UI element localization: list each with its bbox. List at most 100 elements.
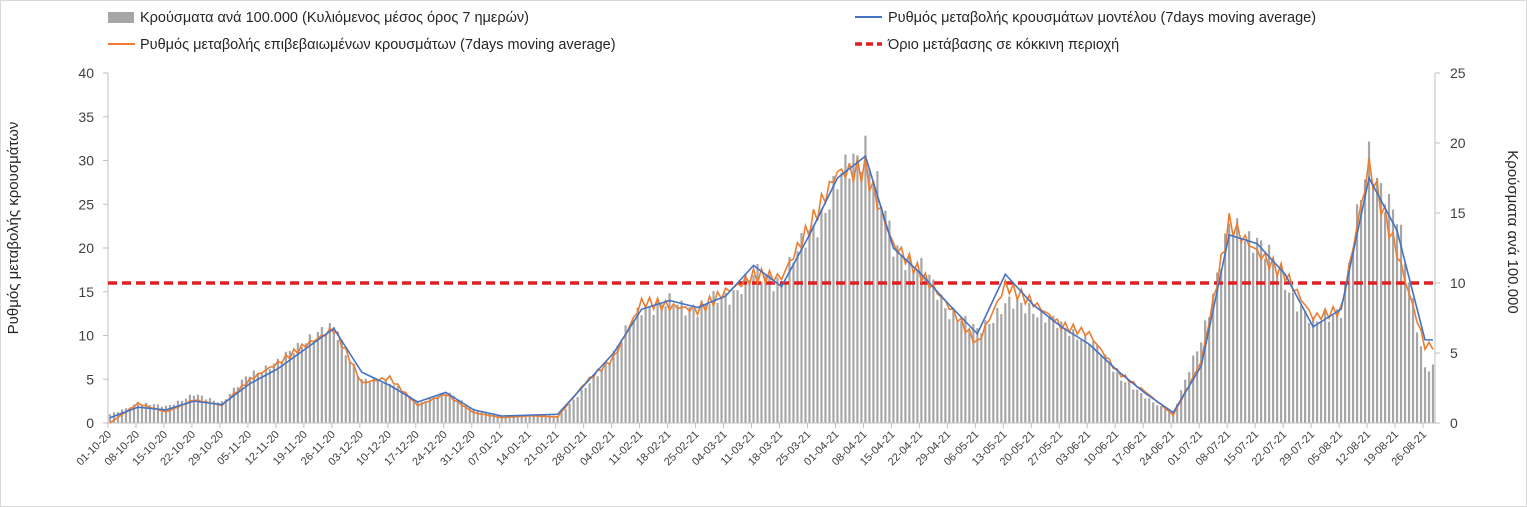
daily-bar (1347, 262, 1351, 423)
daily-bar (140, 404, 144, 423)
daily-bar (792, 262, 795, 423)
y-right-tick-label: 20 (1450, 135, 1466, 151)
daily-bar (572, 399, 575, 423)
daily-bar (600, 368, 603, 423)
y-left-tick-label: 30 (78, 153, 94, 169)
y-right-tick-label: 25 (1450, 65, 1466, 81)
daily-bar (1172, 412, 1175, 423)
daily-bar (404, 392, 407, 423)
daily-bar (1224, 233, 1227, 423)
daily-bar (1244, 241, 1247, 423)
daily-bar (1068, 335, 1071, 423)
daily-bar (408, 395, 411, 423)
daily-bar (1108, 363, 1111, 423)
y-axis-right-ticks: 0 5 10 15 20 25 (1435, 65, 1466, 431)
y-left-tick-label: 5 (86, 371, 94, 387)
daily-bar (400, 392, 403, 423)
daily-bar (948, 319, 951, 423)
daily-bar (1407, 282, 1411, 423)
daily-bar (1355, 204, 1359, 423)
daily-bar (716, 303, 719, 423)
daily-bar (312, 340, 315, 423)
daily-bar (564, 409, 567, 423)
daily-bar (540, 415, 543, 423)
daily-bar (1060, 321, 1063, 423)
daily-bar (1391, 209, 1395, 423)
daily-bar (108, 414, 112, 423)
y-axis-left-title: Ρυθμός μεταβολής κρουσμάτων (5, 122, 22, 335)
daily-bar (472, 408, 475, 423)
daily-bar (1427, 371, 1431, 423)
daily-bar (880, 207, 883, 423)
daily-bar (800, 232, 803, 423)
daily-bar (928, 274, 931, 423)
daily-bar (332, 326, 335, 423)
daily-bar (136, 404, 140, 423)
daily-bar (952, 310, 955, 423)
daily-bar (1375, 177, 1379, 423)
daily-bar (1164, 409, 1167, 423)
daily-bar (940, 294, 943, 423)
daily-bar (448, 392, 451, 423)
daily-bar (1423, 367, 1427, 423)
daily-bar (1303, 310, 1307, 423)
daily-bar (1192, 355, 1195, 423)
daily-bar (208, 398, 212, 423)
daily-bar (532, 415, 535, 423)
daily-bar (776, 277, 779, 423)
daily-bar (1188, 372, 1191, 423)
daily-bar (1020, 302, 1023, 423)
daily-bar (672, 306, 675, 423)
y-left-tick-label: 0 (86, 415, 94, 431)
daily-bar (252, 370, 255, 423)
daily-bar (460, 400, 463, 423)
daily-bar (1196, 351, 1199, 423)
daily-bar (432, 399, 435, 423)
daily-bar (228, 394, 232, 423)
daily-bar (160, 406, 164, 423)
daily-bar (732, 290, 735, 423)
daily-bar (284, 351, 287, 423)
daily-bar (860, 171, 863, 423)
daily-bar (216, 402, 220, 423)
daily-bar (1387, 193, 1391, 423)
daily-bar (1323, 310, 1327, 423)
daily-bar (1136, 389, 1139, 423)
daily-bar (808, 229, 811, 423)
daily-bar (840, 172, 843, 423)
daily-bar (384, 379, 387, 423)
daily-bar (836, 189, 839, 423)
daily-bar (1016, 298, 1019, 423)
daily-bar (424, 401, 427, 423)
daily-bar (1363, 179, 1367, 423)
daily-bar (1132, 389, 1135, 423)
daily-bar (888, 220, 891, 423)
daily-bar (768, 274, 771, 423)
daily-bar (668, 293, 671, 423)
daily-bar (688, 307, 691, 423)
daily-bar (248, 376, 251, 423)
daily-bar (480, 411, 483, 423)
daily-bar (516, 415, 519, 423)
daily-bar (864, 135, 867, 423)
legend-threshold-label: Όριο μετάβασης σε κόκκινη περιοχή (887, 37, 1119, 53)
daily-bar (872, 181, 875, 423)
daily-bar (944, 308, 947, 423)
daily-bar (1276, 272, 1279, 423)
y-left-tick-label: 20 (78, 240, 94, 256)
daily-bar (640, 315, 643, 423)
daily-bar (232, 387, 236, 423)
daily-bar (824, 212, 827, 423)
daily-bar (292, 353, 295, 423)
daily-bar (648, 305, 651, 423)
daily-bar (900, 256, 903, 423)
daily-bar (1048, 317, 1051, 423)
daily-bar (504, 415, 507, 423)
daily-bar (980, 333, 983, 423)
daily-bar (960, 320, 963, 423)
daily-bar (856, 155, 859, 424)
daily-bar (1104, 354, 1107, 423)
daily-bar (1419, 346, 1423, 423)
daily-bar (388, 384, 391, 423)
daily-bar (976, 328, 979, 423)
